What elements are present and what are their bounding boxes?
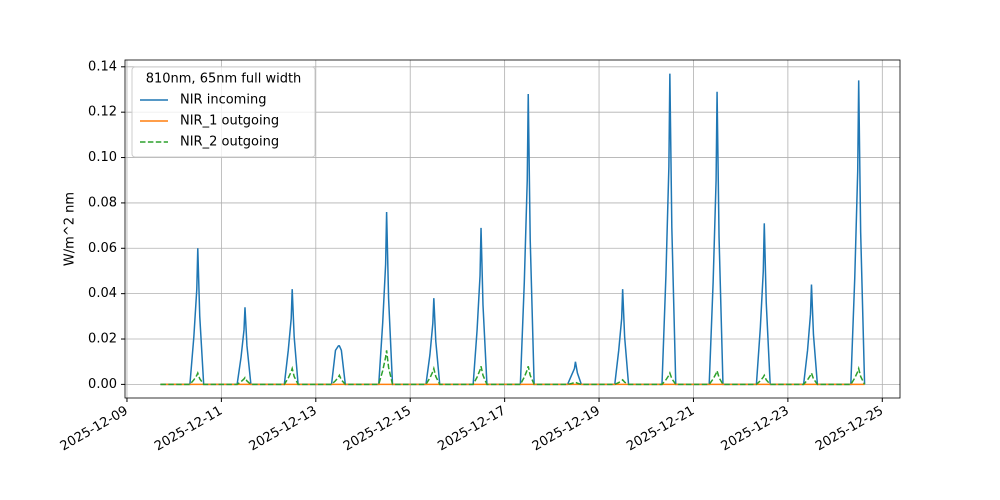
legend-label: NIR incoming: [180, 93, 266, 108]
y-tick-label: 0.14: [88, 59, 117, 74]
legend-box: [131, 66, 316, 158]
legend: 810nm, 65nm full width NIR incoming NIR_1 …: [131, 66, 316, 158]
data-line: [160, 350, 866, 386]
y-tick-label: 0.04: [88, 286, 117, 301]
plot-frame: [124, 59, 901, 399]
y-tick-label: 0.08: [88, 195, 117, 210]
y-tick-label: 0.02: [88, 332, 117, 347]
legend-title: 810nm, 65nm full width: [146, 72, 302, 87]
y-tick-label: 0.10: [88, 150, 117, 165]
data-line: [160, 73, 866, 386]
y-axis-label: W/m^2 nm: [63, 192, 78, 266]
legend-label: NIR_2 outgoing: [180, 135, 279, 150]
y-tick-label: 0.00: [88, 377, 117, 392]
y-tick-label: 0.06: [88, 241, 117, 256]
legend-label: NIR_1 outgoing: [180, 114, 279, 129]
y-tick-label: 0.12: [88, 105, 117, 120]
